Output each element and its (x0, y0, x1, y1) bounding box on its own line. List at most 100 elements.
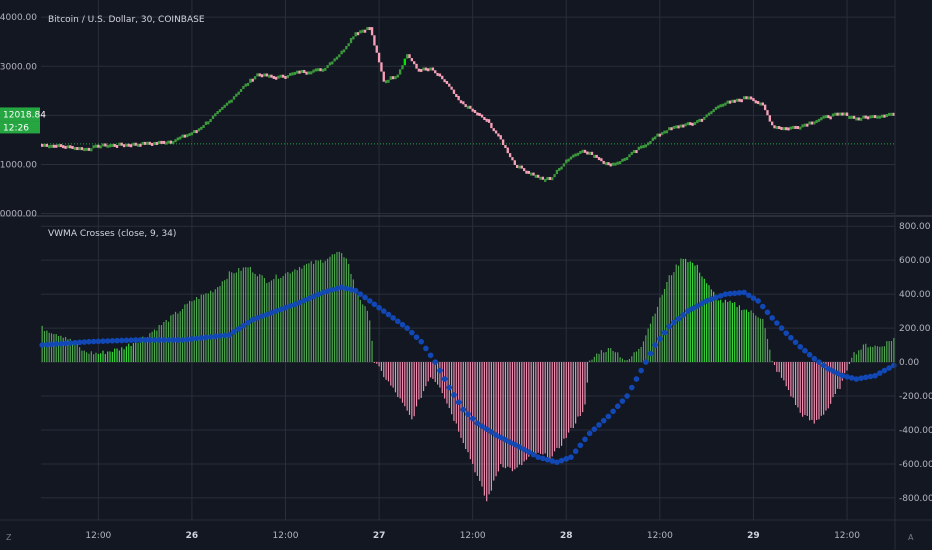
candle (76, 147, 79, 151)
candle (480, 114, 484, 118)
candle (752, 98, 755, 102)
candle (354, 32, 357, 37)
candle (284, 75, 287, 79)
candle (696, 120, 699, 124)
vwma-point (170, 337, 176, 343)
candle (260, 74, 264, 78)
vwma-point (671, 319, 677, 326)
candle (270, 74, 273, 78)
candle (422, 67, 425, 71)
candle (111, 143, 114, 147)
candle (593, 154, 596, 158)
vwma-point (348, 286, 354, 293)
oscillator-tick-label: 200.00 (899, 324, 931, 334)
time-tick-label: 12:00 (460, 531, 486, 541)
vwma-point (320, 289, 326, 296)
oscillator-tick-label: -800.00 (899, 494, 932, 504)
candle (338, 54, 341, 58)
vwma-point (867, 373, 874, 380)
candle (754, 100, 757, 104)
time-tick-label: 12:00 (647, 531, 673, 541)
oscillator-tick-label: -400.00 (899, 426, 932, 436)
vwma-point (95, 338, 102, 345)
oscillator-axis[interactable]: 800.00 600.00 400.00 200.00 0.00 -200.00 -400.… (899, 222, 932, 504)
vwma-point (146, 337, 153, 343)
candle (799, 126, 802, 130)
vwma-point (614, 403, 621, 410)
candle (310, 71, 313, 75)
vwma-point (778, 325, 785, 331)
vwma-point (189, 336, 195, 342)
vwma-point (315, 291, 322, 298)
vwma-point (582, 436, 588, 443)
vwma-point (507, 439, 513, 446)
candle (768, 115, 771, 122)
price-pane[interactable] (41, 27, 895, 182)
vwma-point (334, 285, 340, 292)
candle (305, 71, 308, 75)
candle (427, 68, 430, 72)
candle (478, 112, 481, 116)
time-tick-label: 12:00 (85, 531, 111, 541)
vwma-point (207, 334, 214, 340)
vwma-point (722, 291, 729, 297)
vwma-point (446, 384, 453, 391)
candle (855, 117, 858, 121)
candle (796, 126, 800, 130)
vwma-point (727, 290, 733, 297)
candle (183, 134, 187, 138)
candle (384, 80, 388, 84)
candle (394, 76, 397, 80)
candle (179, 136, 182, 140)
candle (106, 144, 109, 148)
vwma-point (48, 341, 55, 348)
vwma-point (58, 340, 64, 347)
vwma-point (184, 336, 191, 343)
vwma-point (554, 459, 560, 466)
candle (646, 142, 650, 146)
vwma-point (292, 301, 298, 308)
candle (41, 143, 44, 147)
vwma-point (797, 343, 804, 350)
candle (560, 166, 563, 170)
candle (735, 98, 739, 102)
candle (745, 96, 748, 100)
time-axis[interactable]: 12:00 26 12:00 27 12:00 28 12:00 29 12:00 (85, 531, 860, 541)
vwma-point (385, 311, 392, 318)
vwma-point (198, 335, 205, 341)
candle (651, 137, 655, 141)
oscillator-pane[interactable] (39, 251, 897, 502)
candle (724, 102, 727, 106)
candle (761, 102, 764, 106)
candle (525, 170, 528, 174)
auto-scale-button[interactable]: A (908, 533, 914, 542)
vwma-point (137, 337, 144, 343)
vwma-point (839, 372, 846, 379)
candle (455, 93, 458, 97)
candle (487, 119, 491, 123)
vwma-point (44, 341, 50, 348)
vwma-point (418, 338, 425, 345)
candle (600, 158, 603, 162)
candle (312, 69, 315, 73)
candle (85, 147, 88, 151)
vwma-point (825, 366, 832, 372)
candle (356, 32, 360, 36)
vwma-point (118, 337, 125, 344)
vwma-point (858, 375, 864, 381)
candle (328, 62, 332, 66)
vwma-point (774, 320, 780, 326)
candle (623, 157, 626, 161)
vwma-point (577, 442, 584, 449)
candle (843, 112, 846, 116)
vwma-point (343, 285, 350, 292)
timezone-button[interactable]: Z (6, 533, 12, 542)
candle (780, 126, 783, 130)
candle (794, 125, 797, 129)
vwma-point (423, 345, 429, 352)
candle (740, 99, 743, 103)
vwma-point (745, 292, 752, 299)
vwma-point (549, 458, 556, 464)
candle (785, 127, 788, 131)
